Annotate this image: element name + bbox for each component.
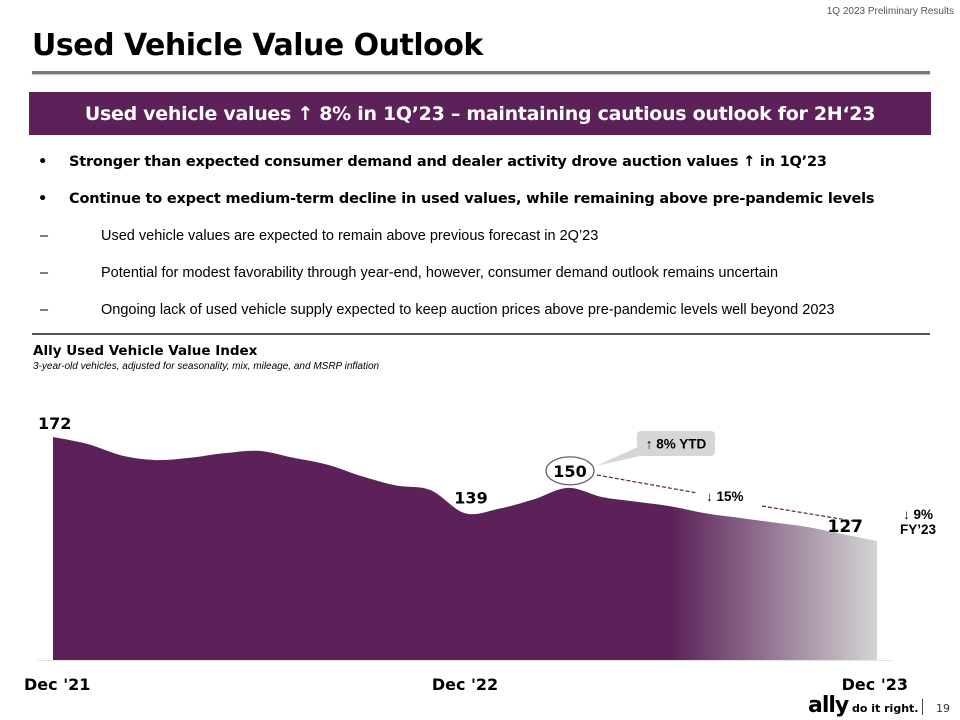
sub-bullet-text: Ongoing lack of used vehicle supply expe… [101,302,835,318]
headline-banner-text: Used vehicle values ↑ 8% in 1Q’23 – main… [84,102,876,125]
bullet-text: Stronger than expected consumer demand a… [69,154,827,170]
fy23-label: FY’23 [900,522,937,537]
sub-bullet-text: Used vehicle values are expected to rema… [101,228,599,244]
x-tick-label: Dec '22 [432,675,498,694]
trend-dashed-line [761,505,854,522]
footer-separator [922,699,923,715]
ytd-callout-text: ↑ 8% YTD [646,437,707,452]
ally-logo: ally [808,693,849,718]
report-period-label: 1Q 2023 Preliminary Results [826,6,954,17]
bullet-text: Continue to expect medium-term decline i… [69,191,875,207]
headline-banner: Used vehicle values ↑ 8% in 1Q’23 – main… [29,92,931,135]
highlight-ellipse [545,456,595,486]
sub-bullet-mark: – [40,302,49,318]
ally-tagline: do it right. [852,702,919,715]
title-divider [32,71,930,74]
bullet-mark: • [38,191,48,207]
chart-title: Ally Used Vehicle Value Index [33,343,258,359]
page-number: 19 [936,702,950,715]
data-label: 150 [553,462,586,481]
chart-subtitle: 3-year-old vehicles, adjusted for season… [33,361,380,372]
page-title: Used Vehicle Value Outlook [32,28,483,63]
callout-pointer [596,446,640,466]
decline-annotation: ↓ 15% [706,489,744,504]
fy23-decline-annotation: ↓ 9% [903,507,933,522]
data-label: 172 [38,414,71,433]
data-label: 139 [454,488,487,507]
x-tick-label: Dec '23 [842,675,908,694]
ytd-callout-box [637,431,715,456]
index-area [53,437,877,660]
data-label: 127 [828,517,864,537]
trend-dashed-line [596,474,698,494]
sub-bullet-mark: – [40,265,49,281]
section-divider [32,333,930,335]
x-tick-label: Dec '21 [24,675,90,694]
sub-bullet-text: Potential for modest favorability throug… [101,265,779,281]
bullet-mark: • [38,154,48,170]
sub-bullet-mark: – [40,228,49,244]
